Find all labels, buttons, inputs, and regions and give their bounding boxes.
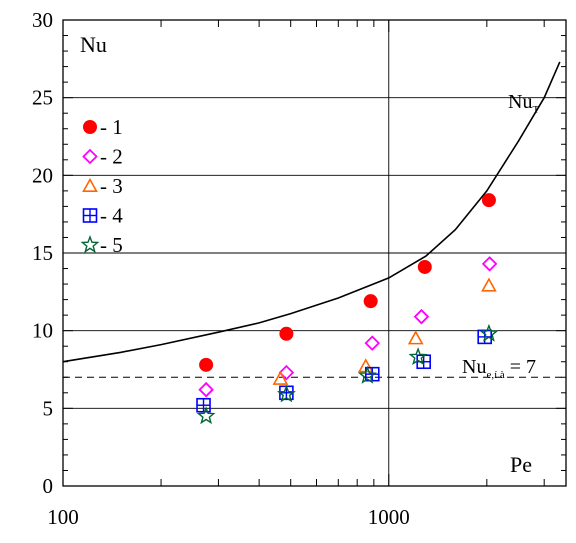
legend-label-3: - 3 xyxy=(100,174,123,198)
y-tick-label-30: 30 xyxy=(32,8,53,32)
legend-label-4: - 4 xyxy=(100,204,123,228)
series-1-point-2 xyxy=(279,326,294,341)
series-1-point-1 xyxy=(199,357,214,372)
series-1-point-3 xyxy=(363,294,378,309)
y-tick-label-25: 25 xyxy=(32,86,53,110)
curve-line xyxy=(62,61,561,363)
series-5-point-4 xyxy=(408,347,428,366)
y-tick-label-10: 10 xyxy=(32,319,53,343)
ticks: 0 5 10 15 20 25 30 100 1000 xyxy=(32,8,566,529)
series-2-point-4 xyxy=(413,308,430,325)
series-5-point-2 xyxy=(276,384,296,403)
series-3-point-1 xyxy=(272,370,289,385)
y-tick-label-0: 0 xyxy=(43,474,54,498)
series-3-point-4 xyxy=(481,277,497,292)
series-2-point-3 xyxy=(364,335,381,351)
legend: - 1 - 2 - 3 - 4 - 5 xyxy=(80,115,123,257)
y-tick-label-15: 15 xyxy=(32,241,53,265)
series-2-point-5 xyxy=(481,256,498,272)
points-group xyxy=(196,193,499,425)
reference-line-label-sub: e,í à xyxy=(486,369,504,381)
legend-label-5: - 5 xyxy=(100,233,123,257)
legend-marker-2 xyxy=(82,148,98,165)
legend-label-1: - 1 xyxy=(100,115,123,139)
series-1-point-4 xyxy=(417,259,432,274)
legend-marker-5 xyxy=(80,235,100,254)
x-tick-label-1000: 1000 xyxy=(368,505,410,529)
curve-label-sub: T xyxy=(532,104,539,116)
x-axis-label: Pe xyxy=(510,452,532,477)
series-5-point-5 xyxy=(479,323,499,342)
curve-label: NuT xyxy=(508,91,539,116)
y-tick-label-20: 20 xyxy=(32,163,53,187)
series-5-point-3 xyxy=(357,365,377,384)
series-3-point-3 xyxy=(407,330,424,345)
y-axis-label: Nu xyxy=(80,32,107,57)
curve-group xyxy=(62,61,561,363)
reference-line-label: Nue,í à = 7 xyxy=(462,356,536,381)
series-1-point-5 xyxy=(481,193,496,208)
series-5-point-1 xyxy=(196,406,216,425)
legend-label-2: - 2 xyxy=(100,145,123,169)
grid xyxy=(63,20,566,486)
curve-label-main: Nu xyxy=(508,91,532,113)
series-4-point-1 xyxy=(196,397,211,413)
series-2-point-2 xyxy=(278,364,295,381)
series-2-point-1 xyxy=(198,381,214,398)
reference-line-label-suffix: = 7 xyxy=(505,356,536,378)
legend-marker-4 xyxy=(82,208,98,223)
reference-line-label-main: Nu xyxy=(462,356,486,378)
legend-marker-1 xyxy=(83,120,97,134)
legend-marker-3 xyxy=(82,177,98,192)
x-tick-label-100: 100 xyxy=(47,505,79,529)
y-tick-label-5: 5 xyxy=(43,396,54,420)
